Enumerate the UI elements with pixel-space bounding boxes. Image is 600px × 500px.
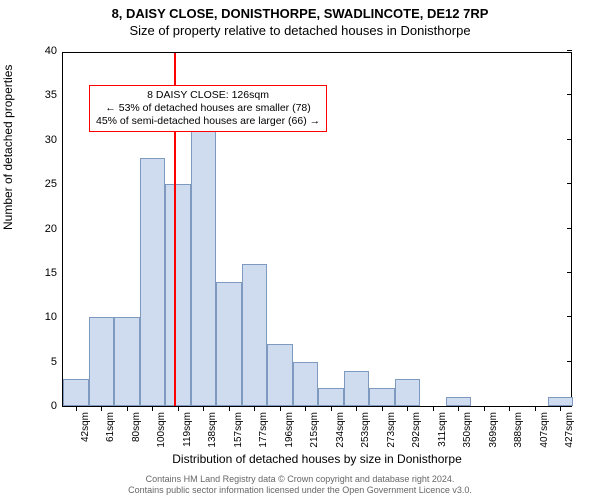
histogram-bar: [140, 158, 166, 407]
annotation-line-2: ← 53% of detached houses are smaller (78…: [96, 102, 320, 115]
y-tick-mark: [567, 316, 572, 317]
histogram-bar: [242, 264, 268, 406]
y-tick-mark: [567, 183, 572, 184]
x-tick-mark: [229, 406, 230, 411]
x-tick-mark: [178, 406, 179, 411]
footer-line-2: Contains public sector information licen…: [0, 485, 600, 496]
y-tick-mark: [567, 228, 572, 229]
x-tick-mark: [127, 406, 128, 411]
histogram-bar: [165, 184, 191, 406]
x-tick-label: 215sqm: [309, 412, 320, 448]
histogram-bar: [344, 371, 370, 407]
histogram-bar: [114, 317, 140, 406]
x-axis-label: Distribution of detached houses by size …: [62, 452, 572, 466]
x-tick-mark: [152, 406, 153, 411]
x-tick-mark: [560, 406, 561, 411]
x-tick-label: 427sqm: [564, 412, 575, 448]
x-tick-mark: [509, 406, 510, 411]
x-tick-label: 388sqm: [513, 412, 524, 448]
x-tick-mark: [433, 406, 434, 411]
x-tick-label: 61sqm: [105, 412, 116, 442]
x-tick-label: 292sqm: [411, 412, 422, 448]
y-tick-label: 25: [45, 178, 63, 190]
x-tick-mark: [254, 406, 255, 411]
y-tick-label: 40: [45, 45, 63, 57]
y-tick-mark: [567, 139, 572, 140]
x-tick-mark: [535, 406, 536, 411]
annotation-line-3: 45% of semi-detached houses are larger (…: [96, 115, 320, 128]
footer-attribution: Contains HM Land Registry data © Crown c…: [0, 474, 600, 497]
x-tick-mark: [101, 406, 102, 411]
x-tick-label: 369sqm: [488, 412, 499, 448]
title-main: 8, DAISY CLOSE, DONISTHORPE, SWADLINCOTE…: [0, 6, 600, 21]
histogram-bar: [369, 388, 395, 406]
x-tick-label: 42sqm: [80, 412, 91, 442]
y-tick-label: 35: [45, 89, 63, 101]
x-tick-label: 100sqm: [156, 412, 167, 448]
histogram-bar: [216, 282, 242, 406]
histogram-bar: [395, 379, 421, 406]
x-tick-mark: [407, 406, 408, 411]
x-tick-mark: [356, 406, 357, 411]
x-tick-mark: [382, 406, 383, 411]
histogram-bar: [293, 362, 319, 406]
x-tick-label: 80sqm: [131, 412, 142, 442]
y-tick-mark: [567, 361, 572, 362]
histogram-bar: [446, 397, 472, 406]
histogram-bar: [89, 317, 115, 406]
histogram-bar: [267, 344, 293, 406]
x-tick-label: 273sqm: [386, 412, 397, 448]
y-tick-label: 20: [45, 223, 63, 235]
title-block: 8, DAISY CLOSE, DONISTHORPE, SWADLINCOTE…: [0, 6, 600, 38]
x-tick-label: 311sqm: [437, 412, 448, 447]
x-tick-label: 234sqm: [335, 412, 346, 448]
y-tick-label: 30: [45, 134, 63, 146]
x-tick-mark: [458, 406, 459, 411]
x-tick-mark: [305, 406, 306, 411]
title-sub: Size of property relative to detached ho…: [0, 23, 600, 38]
y-tick-label: 5: [51, 356, 63, 368]
annotation-box: 8 DAISY CLOSE: 126sqm← 53% of detached h…: [89, 85, 327, 132]
x-tick-label: 350sqm: [462, 412, 473, 448]
x-tick-mark: [76, 406, 77, 411]
x-tick-label: 138sqm: [207, 412, 218, 448]
y-axis-label: Number of detached properties: [1, 65, 15, 230]
x-tick-label: 196sqm: [284, 412, 295, 448]
y-tick-label: 10: [45, 311, 63, 323]
histogram-bar: [63, 379, 89, 406]
footer-line-1: Contains HM Land Registry data © Crown c…: [0, 474, 600, 485]
x-tick-label: 177sqm: [258, 412, 269, 448]
y-tick-label: 0: [51, 400, 63, 412]
x-tick-mark: [484, 406, 485, 411]
x-tick-label: 119sqm: [182, 412, 193, 447]
y-tick-label: 15: [45, 267, 63, 279]
x-tick-label: 407sqm: [539, 412, 550, 448]
chart-container: 8, DAISY CLOSE, DONISTHORPE, SWADLINCOTE…: [0, 0, 600, 500]
x-tick-mark: [203, 406, 204, 411]
histogram-bar: [318, 388, 344, 406]
annotation-line-1: 8 DAISY CLOSE: 126sqm: [96, 89, 320, 102]
histogram-bar: [191, 122, 217, 406]
y-tick-mark: [567, 94, 572, 95]
x-tick-label: 253sqm: [360, 412, 371, 448]
y-tick-mark: [567, 272, 572, 273]
histogram-bar: [548, 397, 574, 406]
y-tick-mark: [567, 50, 572, 51]
x-tick-mark: [331, 406, 332, 411]
x-tick-mark: [280, 406, 281, 411]
x-tick-label: 157sqm: [233, 412, 244, 448]
plot-area: 051015202530354042sqm61sqm80sqm100sqm119…: [62, 52, 572, 407]
